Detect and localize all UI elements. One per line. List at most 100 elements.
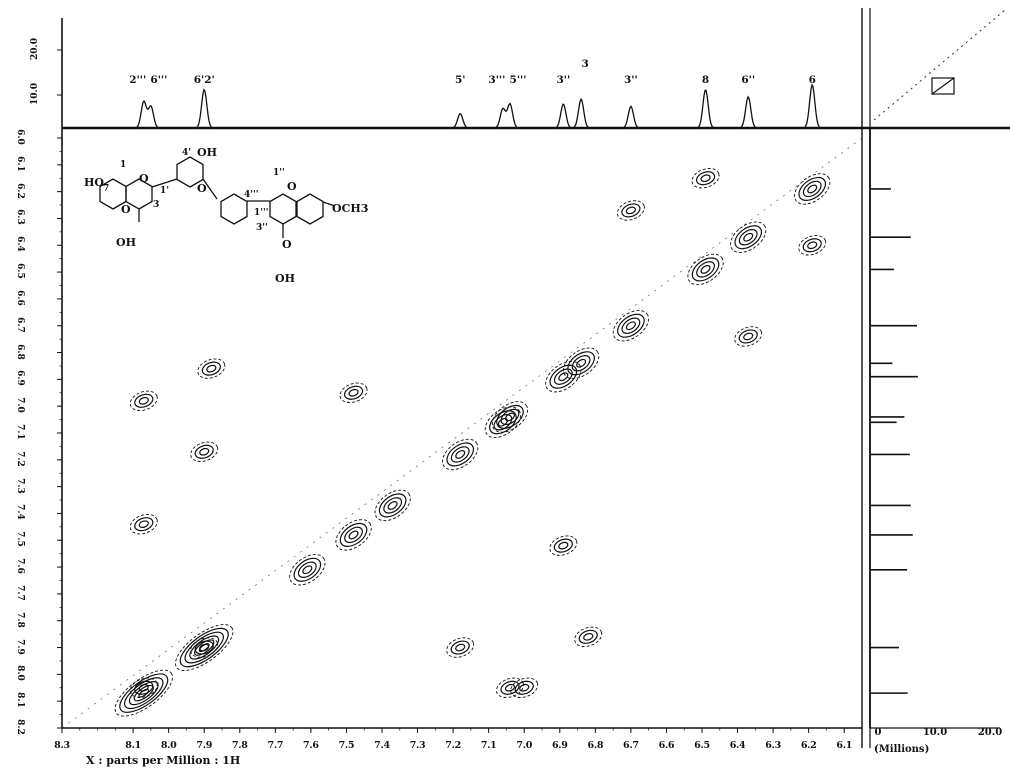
contour-ring: [578, 629, 598, 644]
contour-ring: [455, 643, 466, 652]
contour-ring: [491, 401, 529, 433]
y-tick-label: 7.5: [15, 531, 25, 548]
bond: [202, 178, 218, 200]
contour-ring: [563, 347, 600, 379]
x-tick-label: 6.3: [765, 740, 781, 751]
contour-ring: [134, 680, 154, 695]
contour-ring: [691, 257, 720, 282]
contour-ring: [687, 253, 724, 286]
right-tick: 20.0: [977, 727, 1003, 738]
y-tick-label: 7.0: [15, 397, 25, 413]
peak-label: 3'': [624, 74, 638, 86]
contour-ring: [549, 364, 578, 389]
peak-label: 3: [581, 58, 589, 70]
atom-number: 7: [103, 184, 110, 194]
contour-ring: [558, 541, 569, 550]
cross-peak: [616, 200, 645, 221]
x-axis-title: X : parts per Million : 1H: [86, 754, 241, 767]
diagonal-peak: [335, 519, 372, 551]
contour-ring: [558, 372, 569, 382]
contour-ring: [129, 514, 158, 535]
contour-ring: [743, 232, 754, 242]
top-y-tick-label: 20.0: [30, 38, 40, 60]
contour-ring: [374, 489, 411, 522]
contour-ring: [798, 176, 827, 201]
x-tick-label: 6.4: [729, 740, 746, 751]
peak-label: 5''': [509, 74, 527, 86]
contour-ring: [129, 390, 158, 411]
diagonal-peak: [612, 310, 649, 342]
contour-ring: [807, 184, 818, 194]
contour-ring: [450, 446, 470, 463]
y-tick-label: 6.7: [15, 316, 25, 333]
contour-ring: [289, 554, 326, 586]
peak-label: 6''': [150, 74, 168, 86]
x-tick-label: 6.7: [623, 740, 639, 751]
x-tick-label: 6.6: [658, 740, 675, 751]
contour-ring: [129, 677, 158, 698]
peak-label: 6'2': [193, 74, 215, 86]
cross-peak: [496, 677, 524, 698]
contour-ring: [567, 351, 595, 376]
contour-ring: [198, 643, 210, 652]
contour-ring: [510, 677, 539, 698]
contour-ring: [734, 326, 763, 347]
atom-number: 4': [182, 148, 192, 158]
x-tick-label: 7.0: [516, 740, 533, 751]
contour-ring: [514, 680, 534, 695]
x-tick-label: 8.1: [125, 740, 141, 751]
atom-number: 1': [160, 186, 170, 196]
diagonal-peak: [484, 406, 521, 438]
ring-b: [176, 156, 204, 188]
contour-ring: [500, 408, 520, 426]
contour-ring: [553, 368, 573, 385]
contour-ring: [625, 321, 636, 331]
y-tick-label: 8.2: [15, 719, 25, 735]
contour-ring: [700, 174, 711, 183]
cross-peak: [197, 358, 226, 379]
x-tick-label: 7.2: [445, 740, 461, 751]
atom-number: 3'': [256, 223, 268, 233]
atom-number: 3: [153, 200, 160, 210]
cross-peak: [446, 637, 475, 658]
ring-c-prime: [269, 193, 297, 225]
contour-ring: [625, 206, 636, 215]
diagonal-peak: [794, 173, 831, 205]
contour-ring: [199, 447, 210, 456]
contour-ring: [455, 450, 466, 459]
corner-diagonal: [873, 9, 1006, 121]
contour-ring: [549, 535, 578, 556]
contour-ring: [504, 683, 516, 692]
diagonal-guide: [61, 137, 863, 729]
atom-label: OH: [116, 236, 136, 249]
contour-ring: [339, 522, 368, 547]
top-y-tick-label: 10.0: [30, 83, 40, 105]
peak-label: 5': [454, 74, 466, 86]
ring-a-prime: [296, 193, 324, 225]
contour-ring: [738, 229, 758, 246]
contour-ring: [348, 388, 359, 397]
contour-ring: [383, 497, 403, 514]
contour-ring: [344, 526, 363, 544]
top-projection-spectrum: [62, 83, 862, 129]
atom-number: 1'': [273, 168, 285, 178]
y-tick-label: 7.9: [15, 638, 25, 655]
y-tick-label: 6.4: [15, 236, 25, 253]
contour-ring: [794, 173, 831, 205]
contour-ring: [343, 385, 364, 400]
contour-ring: [339, 382, 368, 403]
y-tick-label: 7.2: [15, 450, 25, 467]
x-tick-label: 6.8: [587, 740, 604, 751]
atom-number: 1''': [254, 208, 269, 218]
y-tick-label: 6.9: [15, 370, 25, 387]
contour-ring: [179, 627, 229, 668]
contour-ring: [612, 310, 649, 342]
contour-ring: [583, 632, 594, 641]
peak-label: 3''': [488, 74, 506, 86]
contour-ring: [553, 538, 573, 553]
y-tick-label: 7.3: [15, 477, 25, 494]
contour-ring: [442, 438, 479, 471]
y-tick-label: 8.0: [15, 665, 25, 682]
contour-ring: [194, 639, 215, 656]
contour-ring: [189, 635, 220, 660]
